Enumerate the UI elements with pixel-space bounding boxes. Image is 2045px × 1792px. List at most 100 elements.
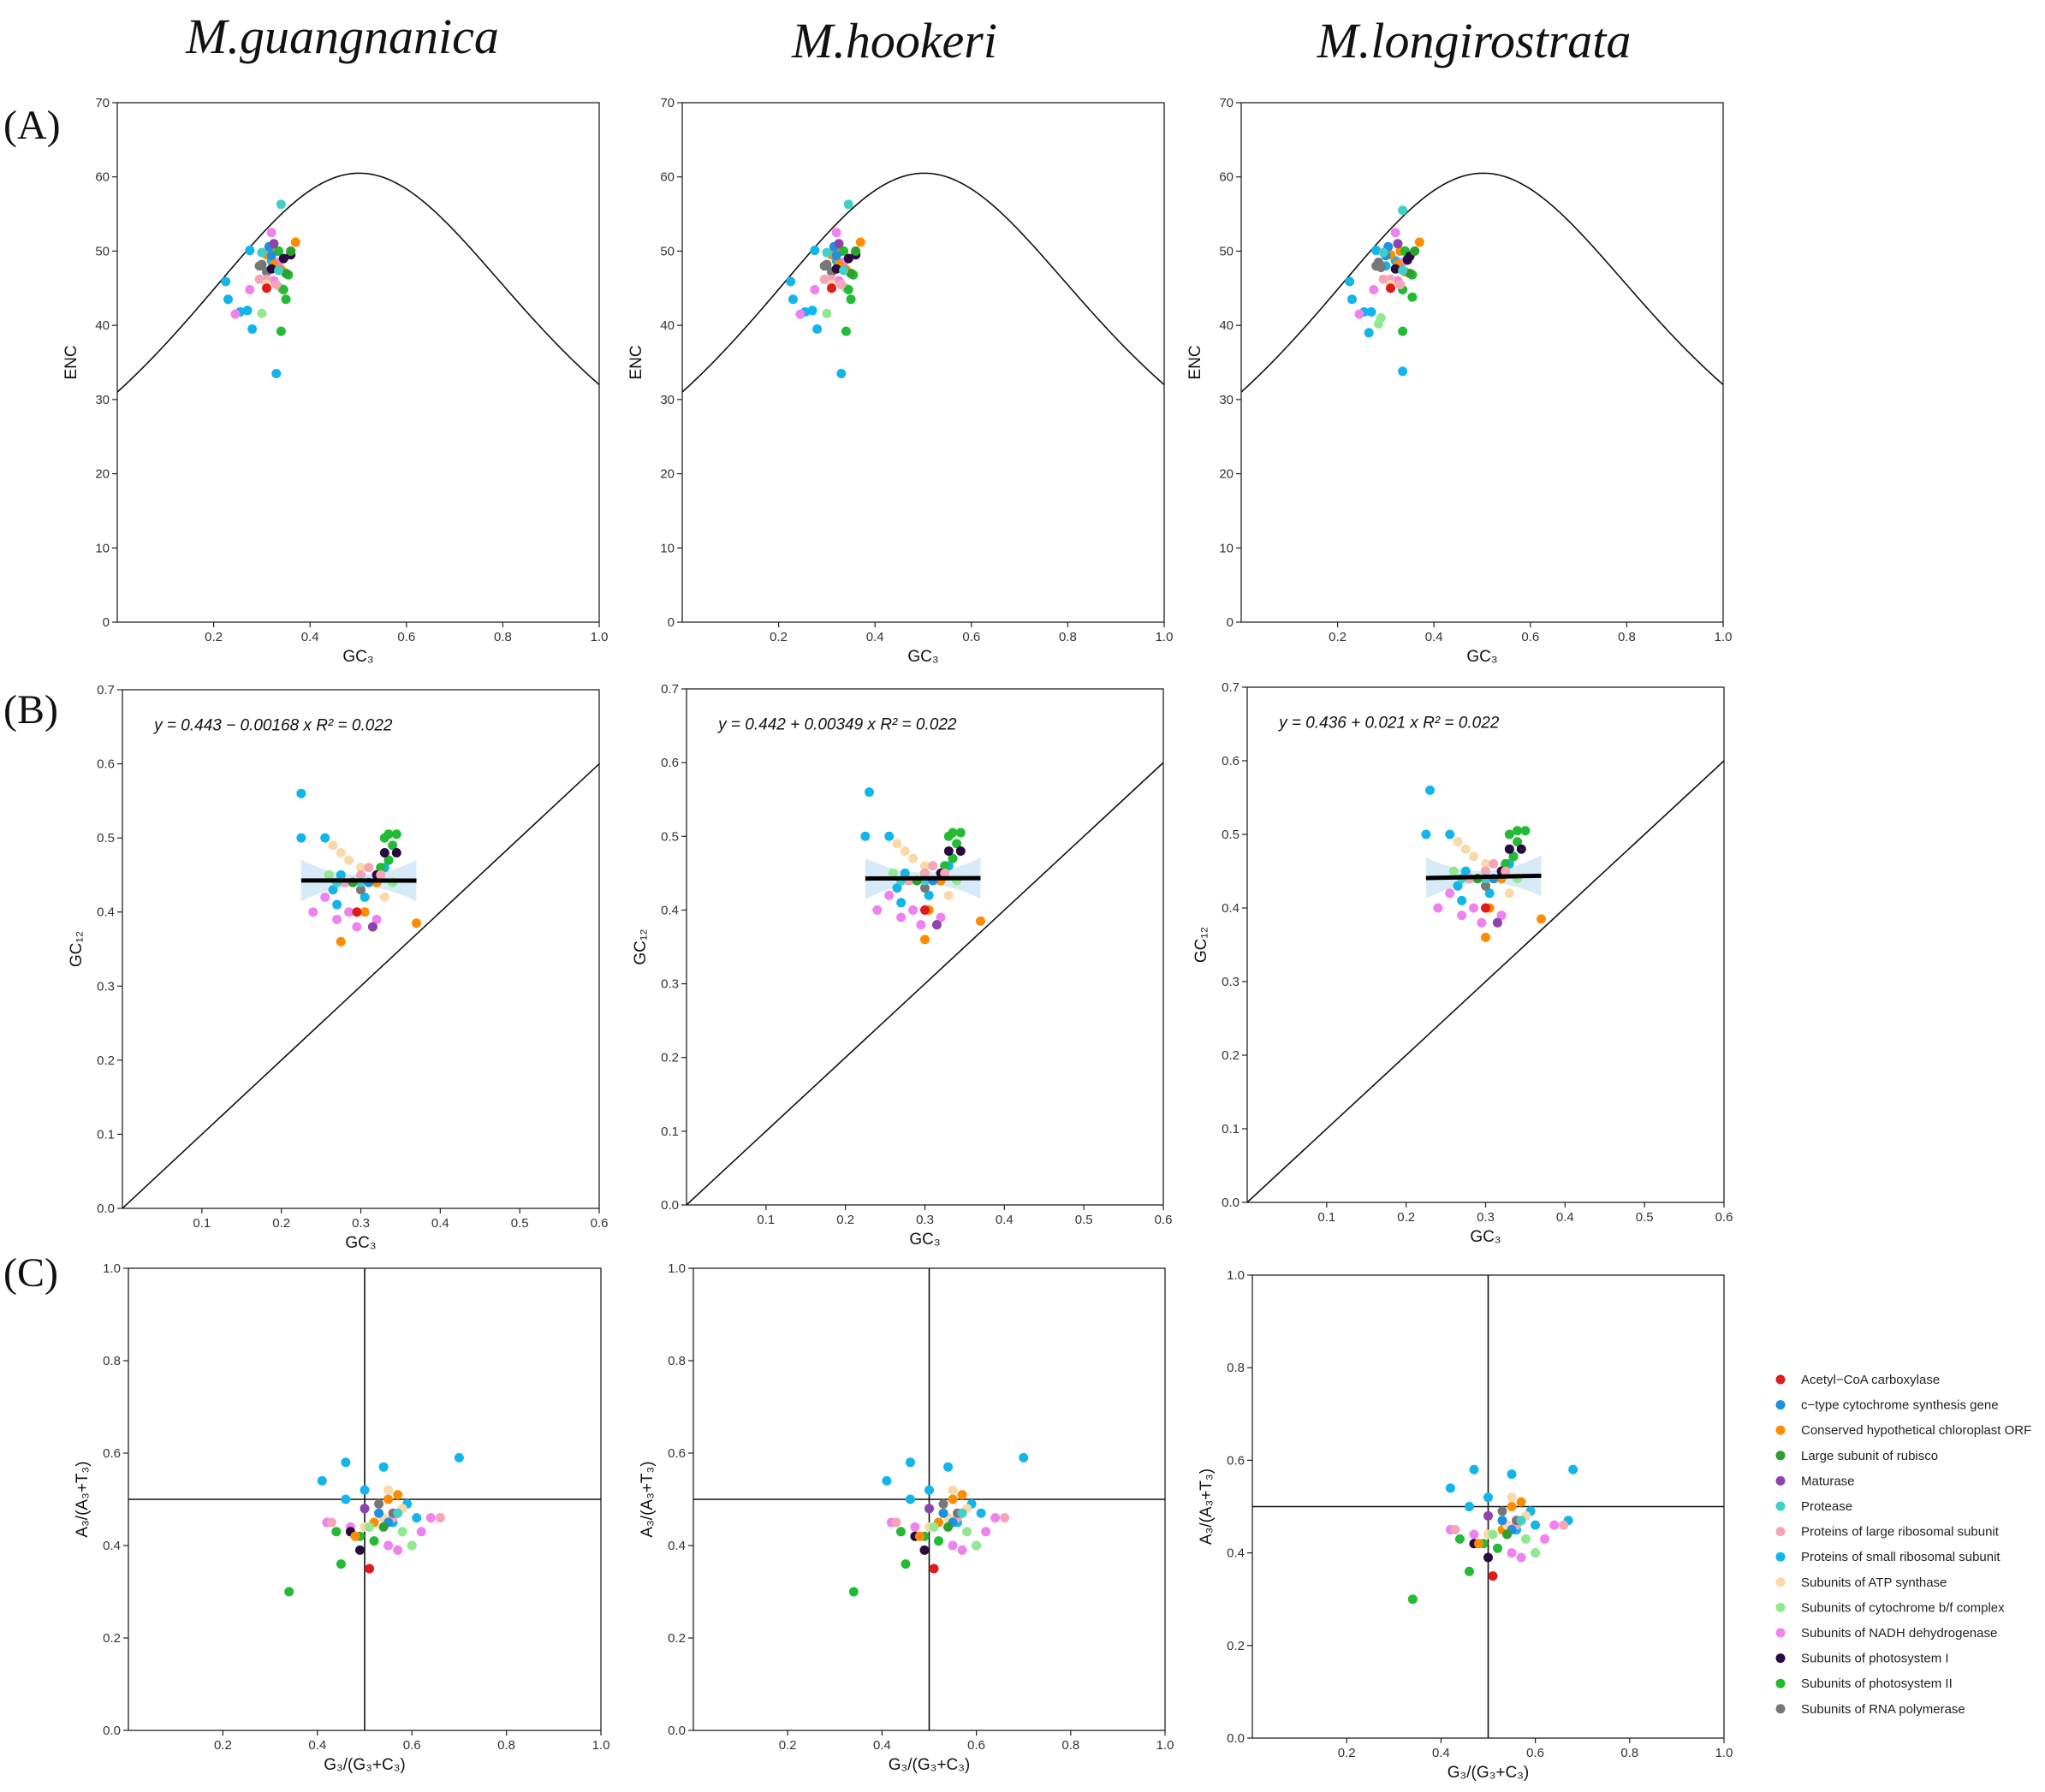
legend-label: Conserved hypothetical chloroplast ORF	[1801, 1423, 2031, 1438]
x-tick-label: 0.2	[770, 630, 788, 644]
y-tick-label: 0.2	[1222, 1048, 1239, 1063]
data-point	[810, 246, 820, 256]
data-point	[1568, 1464, 1578, 1475]
y-axis-label: ENC	[627, 345, 645, 379]
data-point	[957, 1508, 967, 1518]
data-point	[957, 1545, 967, 1555]
data-point	[412, 1513, 422, 1523]
data-point	[296, 833, 306, 843]
data-point	[990, 1513, 1001, 1523]
data-point	[836, 279, 847, 289]
diagonal-reference-line	[687, 762, 1163, 1205]
y-tick-label: 60	[660, 170, 675, 185]
x-tick-label: 1.0	[591, 630, 609, 644]
data-point	[920, 861, 930, 871]
data-point	[376, 869, 386, 880]
data-point	[247, 323, 258, 334]
y-axis-label: A₃/(A₃+T₃)	[639, 1461, 657, 1537]
data-point	[454, 1452, 464, 1463]
data-point	[934, 1536, 944, 1546]
legend-marker	[1775, 1527, 1786, 1537]
y-tick-label: 40	[95, 318, 110, 333]
data-point	[356, 885, 366, 895]
data-point	[356, 863, 366, 873]
legend-marker	[1775, 1704, 1786, 1714]
x-tick-label: 0.4	[1556, 1210, 1574, 1225]
y-tick-label: 0.8	[103, 1354, 121, 1368]
y-tick-label: 60	[1219, 170, 1234, 185]
legend-marker	[1775, 1501, 1786, 1511]
x-tick-label: 0.6	[967, 1738, 985, 1753]
legend-marker	[1775, 1425, 1786, 1435]
data-point	[1531, 1548, 1541, 1558]
data-point	[254, 274, 265, 284]
species-title-guangnanica: M.guangnanica	[185, 9, 499, 64]
data-point	[341, 1494, 351, 1504]
data-point	[831, 251, 841, 261]
data-point	[807, 306, 817, 316]
y-tick-label: 0.6	[103, 1446, 121, 1461]
y-tick-label: 0.1	[1222, 1122, 1239, 1136]
data-point	[1488, 1529, 1498, 1540]
data-point	[975, 916, 985, 926]
y-tick-label: 0.7	[661, 682, 679, 697]
species-titles: M.guangnanica M.hookeri M.longirostrata	[185, 9, 1631, 68]
y-tick-label: 0	[103, 615, 110, 630]
x-tick-label: 0.2	[1397, 1210, 1415, 1225]
data-points	[786, 199, 865, 379]
x-tick-label: 0.1	[193, 1216, 211, 1231]
regression-equation: y = 0.442 + 0.00349 x R² = 0.022	[716, 715, 957, 733]
data-points	[1407, 1464, 1578, 1605]
data-point	[266, 251, 276, 261]
y-axis-label: GC₁₂	[68, 931, 86, 967]
plot-frame	[686, 688, 1164, 1206]
plot-frame	[122, 689, 600, 1209]
data-point	[1453, 837, 1463, 847]
x-tick-label: 1.0	[1715, 1746, 1733, 1760]
data-point	[391, 847, 401, 857]
y-tick-label: 0.2	[97, 1053, 115, 1068]
y-tick-label: 20	[1219, 467, 1234, 482]
y-tick-label: 30	[660, 393, 675, 407]
data-point	[846, 294, 856, 305]
data-point	[1504, 829, 1514, 840]
data-point	[1454, 1534, 1465, 1544]
data-point	[1460, 844, 1471, 854]
y-tick-label: 0.3	[97, 979, 115, 994]
x-tick-label: 0.3	[916, 1213, 934, 1227]
legend-label: Subunits of ATP synthase	[1801, 1575, 1947, 1590]
data-point	[1513, 826, 1523, 836]
data-point	[948, 1494, 958, 1504]
data-point	[1457, 895, 1467, 905]
data-point	[914, 1531, 924, 1541]
y-tick-label: 0.4	[103, 1539, 121, 1553]
data-point	[795, 309, 806, 319]
x-tick-label: 0.2	[779, 1738, 797, 1753]
data-point	[354, 1545, 365, 1555]
expected-enc-curve	[117, 172, 599, 393]
data-point	[892, 839, 902, 849]
legend-item: Large subunit of rubisco	[1775, 1449, 1938, 1463]
data-point	[872, 905, 883, 915]
x-tick-label: 0.4	[873, 1738, 891, 1753]
data-point	[1378, 274, 1388, 284]
data-point	[1464, 1566, 1474, 1576]
x-axis-label: GC₃	[909, 1231, 940, 1249]
data-point	[245, 246, 255, 256]
data-point	[1483, 1492, 1493, 1503]
x-tick-label: 0.6	[591, 1216, 609, 1231]
data-point	[1477, 917, 1487, 928]
y-tick-label: 0.0	[1222, 1196, 1239, 1210]
data-point	[920, 905, 930, 915]
data-point	[1366, 307, 1376, 317]
data-point	[1497, 1506, 1507, 1516]
data-point	[1393, 239, 1403, 249]
x-tick-label: 0.5	[1075, 1213, 1093, 1227]
legend-label: Large subunit of rubisco	[1801, 1449, 1938, 1463]
data-point	[262, 283, 272, 294]
data-point	[1019, 1452, 1029, 1463]
data-point	[1507, 1492, 1517, 1503]
data-point	[1407, 1594, 1418, 1605]
y-tick-label: 0.8	[1227, 1361, 1245, 1375]
x-tick-label: 0.4	[301, 630, 319, 644]
